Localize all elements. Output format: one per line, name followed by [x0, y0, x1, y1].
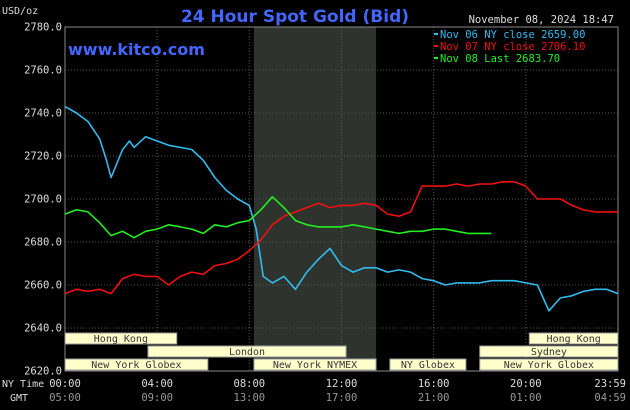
series-line-nov06	[64, 105, 619, 312]
x-tick-label-ny: 16:00	[418, 378, 450, 390]
y-tick-label: 2640.0	[24, 323, 62, 335]
legend-nov08: Nov 08 Last 2683.70	[440, 53, 560, 65]
legend-swatch-nov07	[434, 45, 438, 47]
session-band-label: New York NYMEX	[273, 360, 357, 371]
x-tick-label-ny: 20:00	[510, 378, 542, 390]
gmt-row-label: GMT	[10, 393, 28, 404]
x-tick-labels: 00:00 05:00 04:00 09:00 08:00 13:00 12:00 17:00…	[49, 378, 626, 404]
y-tick-labels: 2620.0 2640.0 2660.0 2680.0 2700.0 2720.0 2740…	[24, 22, 62, 378]
brand-link[interactable]: www.kitco.com	[68, 40, 205, 59]
x-tick-label-gmt: 04:59	[594, 392, 626, 404]
chart-title: 24 Hour Spot Gold (Bid)	[181, 7, 409, 27]
legend-nov06: Nov 06 NY close 2659.00	[440, 29, 585, 41]
session-band-label: New York Globex	[504, 360, 594, 371]
x-tick-label-ny: 12:00	[326, 378, 358, 390]
x-tick-label-gmt: 09:00	[141, 392, 173, 404]
grid	[64, 26, 619, 372]
session-band	[479, 345, 619, 358]
ny-time-row-label: NY Time	[2, 379, 44, 390]
session-band-label: Sydney	[531, 347, 567, 358]
x-tick-label-ny: 04:00	[141, 378, 173, 390]
session-band-label: Hong Kong	[94, 334, 148, 345]
series-line-nov08	[64, 196, 492, 239]
session-bands: Hong Kong Hong Kong London Sydney New York G…	[64, 332, 619, 371]
y-tick-label: 2660.0	[24, 280, 62, 292]
y-tick-label: 2680.0	[24, 237, 62, 249]
x-tick-label-ny: 00:00	[49, 378, 81, 390]
session-band	[147, 345, 347, 358]
y-unit-label: USD/oz	[2, 6, 38, 17]
x-tick-label-gmt: 13:00	[234, 392, 266, 404]
session-band-label: Hong Kong	[547, 334, 601, 345]
session-band	[528, 332, 619, 345]
y-tick-label: 2700.0	[24, 194, 62, 206]
session-band	[479, 358, 619, 371]
y-tick-label: 2760.0	[24, 65, 62, 77]
session-band-label: NY Globex	[401, 360, 455, 371]
legend-swatch-nov08	[434, 57, 438, 59]
y-tick-label: 2780.0	[24, 22, 62, 34]
x-tick-label-ny: 08:00	[234, 378, 266, 390]
x-tick-label-gmt: 21:00	[418, 392, 450, 404]
session-band	[389, 358, 467, 371]
legend-nov07: Nov 07 NY close 2706.10	[440, 41, 585, 53]
series-line-nov07	[64, 181, 618, 295]
y-tick-label: 2620.0	[24, 366, 62, 378]
x-tick-label-gmt: 01:00	[510, 392, 542, 404]
session-band	[253, 358, 377, 371]
legend-swatch-nov06	[434, 33, 438, 35]
x-tick-label-ny: 23:59	[594, 378, 626, 390]
x-tick-label-gmt: 05:00	[49, 392, 81, 404]
y-tick-label: 2740.0	[24, 108, 62, 120]
legend: Nov 06 NY close 2659.00 Nov 07 NY close …	[434, 29, 585, 65]
y-tick-label: 2720.0	[24, 151, 62, 163]
series-lines	[64, 105, 619, 312]
x-tick-label-gmt: 17:00	[326, 392, 358, 404]
plot-frame	[64, 26, 619, 372]
session-band-label: New York Globex	[91, 360, 181, 371]
session-band	[64, 332, 178, 345]
session-band	[64, 358, 209, 371]
timestamp: November 08, 2024 18:47	[469, 14, 614, 26]
session-band-label: London	[229, 347, 265, 358]
